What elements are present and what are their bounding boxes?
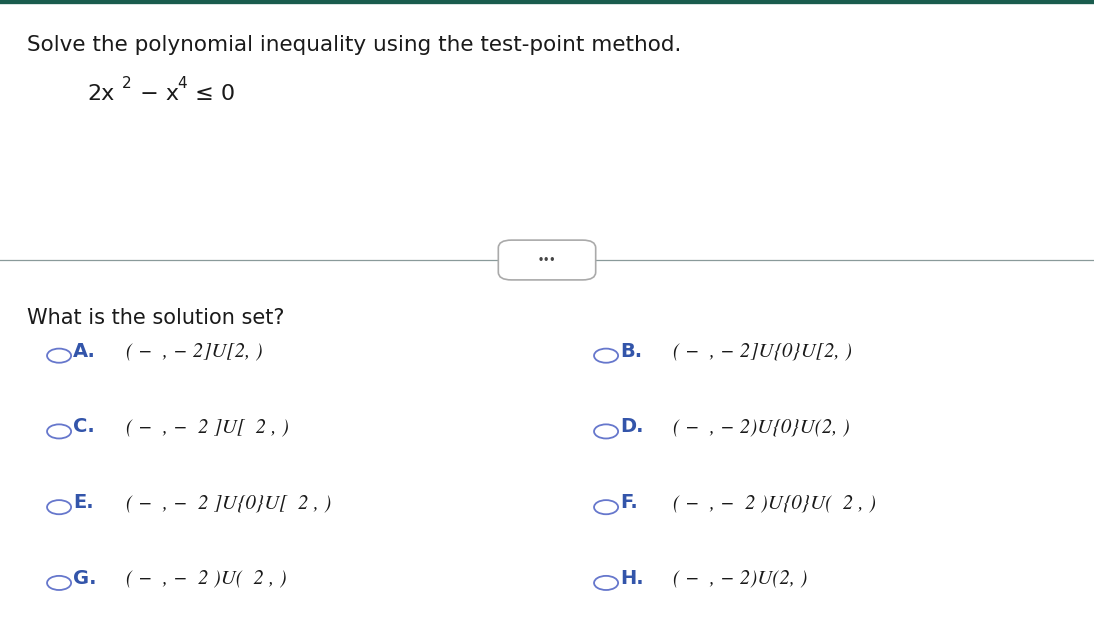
Text: 2: 2 — [121, 76, 131, 91]
Text: ( − ∞, − √2 ]U{0}U[ √2 ,∞): ( − ∞, − √2 ]U{0}U[ √2 ,∞) — [126, 494, 331, 512]
Text: B.: B. — [620, 342, 642, 361]
Text: ≤ 0: ≤ 0 — [188, 83, 235, 103]
Text: ( − ∞, − √2 )U( √2 ,∞): ( − ∞, − √2 )U( √2 ,∞) — [126, 569, 287, 587]
Text: 4: 4 — [177, 76, 187, 91]
Text: E.: E. — [73, 493, 94, 512]
FancyBboxPatch shape — [499, 240, 595, 280]
Text: D.: D. — [620, 417, 643, 437]
Text: ( − ∞, − √2 )U{0}U( √2 ,∞): ( − ∞, − √2 )U{0}U( √2 ,∞) — [673, 494, 876, 512]
Text: ( − ∞, − √2 ]U[ √2 ,∞): ( − ∞, − √2 ]U[ √2 ,∞) — [126, 418, 289, 436]
Text: ( − ∞, − 2)U(2,∞): ( − ∞, − 2)U(2,∞) — [673, 569, 807, 587]
Text: − x: − x — [133, 83, 179, 103]
Text: F.: F. — [620, 493, 638, 512]
Text: ( − ∞, − 2)U{0}U(2,∞): ( − ∞, − 2)U{0}U(2,∞) — [673, 418, 850, 436]
Text: Solve the polynomial inequality using the test-point method.: Solve the polynomial inequality using th… — [27, 35, 682, 55]
Text: C.: C. — [73, 417, 95, 437]
Text: •••: ••• — [538, 255, 556, 265]
Text: G.: G. — [73, 569, 96, 588]
Text: ( − ∞, − 2]U{0}U[2,∞): ( − ∞, − 2]U{0}U[2,∞) — [673, 342, 852, 360]
Text: ( − ∞, − 2]U[2,∞): ( − ∞, − 2]U[2,∞) — [126, 342, 263, 360]
Text: 2x: 2x — [88, 83, 115, 103]
Text: H.: H. — [620, 569, 644, 588]
Text: A.: A. — [73, 342, 96, 361]
Text: What is the solution set?: What is the solution set? — [27, 308, 284, 328]
